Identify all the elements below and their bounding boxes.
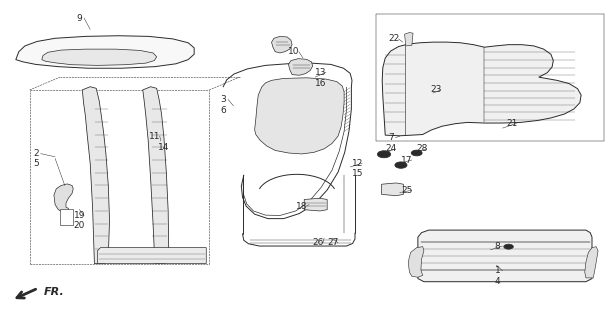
Text: 11: 11 xyxy=(149,132,161,140)
Text: 5: 5 xyxy=(33,159,39,168)
Polygon shape xyxy=(382,183,404,196)
Polygon shape xyxy=(143,87,169,264)
Text: 21: 21 xyxy=(506,119,518,128)
Text: 9: 9 xyxy=(76,14,82,23)
Text: 3: 3 xyxy=(221,95,226,104)
Text: 4: 4 xyxy=(495,276,501,285)
Text: 15: 15 xyxy=(351,169,363,178)
Text: 27: 27 xyxy=(328,238,339,247)
Text: 6: 6 xyxy=(221,106,226,115)
Polygon shape xyxy=(16,36,194,68)
Text: 26: 26 xyxy=(313,238,324,247)
Text: 8: 8 xyxy=(495,242,501,251)
Polygon shape xyxy=(408,247,424,277)
Text: 13: 13 xyxy=(315,68,327,77)
Polygon shape xyxy=(304,198,327,211)
Text: FR.: FR. xyxy=(44,287,65,297)
Polygon shape xyxy=(255,78,344,154)
Polygon shape xyxy=(382,42,581,136)
Text: 25: 25 xyxy=(401,186,413,195)
Polygon shape xyxy=(60,209,73,225)
Circle shape xyxy=(378,151,391,158)
Text: 16: 16 xyxy=(315,79,327,88)
Text: 23: 23 xyxy=(430,85,442,94)
Polygon shape xyxy=(418,230,592,282)
Polygon shape xyxy=(288,59,313,75)
Text: 10: 10 xyxy=(288,47,300,56)
Text: 19: 19 xyxy=(73,211,85,220)
Text: 24: 24 xyxy=(385,144,396,153)
Text: 14: 14 xyxy=(158,143,170,152)
Polygon shape xyxy=(42,49,157,65)
Polygon shape xyxy=(98,248,206,264)
Text: 18: 18 xyxy=(296,202,307,211)
Circle shape xyxy=(395,162,407,168)
Text: 7: 7 xyxy=(388,133,393,142)
Polygon shape xyxy=(405,33,413,46)
Text: 22: 22 xyxy=(388,35,399,44)
Polygon shape xyxy=(82,87,110,264)
Text: 2: 2 xyxy=(33,149,39,158)
Text: 17: 17 xyxy=(401,156,413,164)
Text: 28: 28 xyxy=(416,144,428,153)
Polygon shape xyxy=(54,184,73,212)
Circle shape xyxy=(411,150,422,156)
Text: 12: 12 xyxy=(351,159,363,168)
Text: 20: 20 xyxy=(73,221,85,230)
Text: 1: 1 xyxy=(495,266,501,276)
Circle shape xyxy=(504,244,513,249)
Polygon shape xyxy=(585,247,598,278)
Polygon shape xyxy=(271,36,292,53)
